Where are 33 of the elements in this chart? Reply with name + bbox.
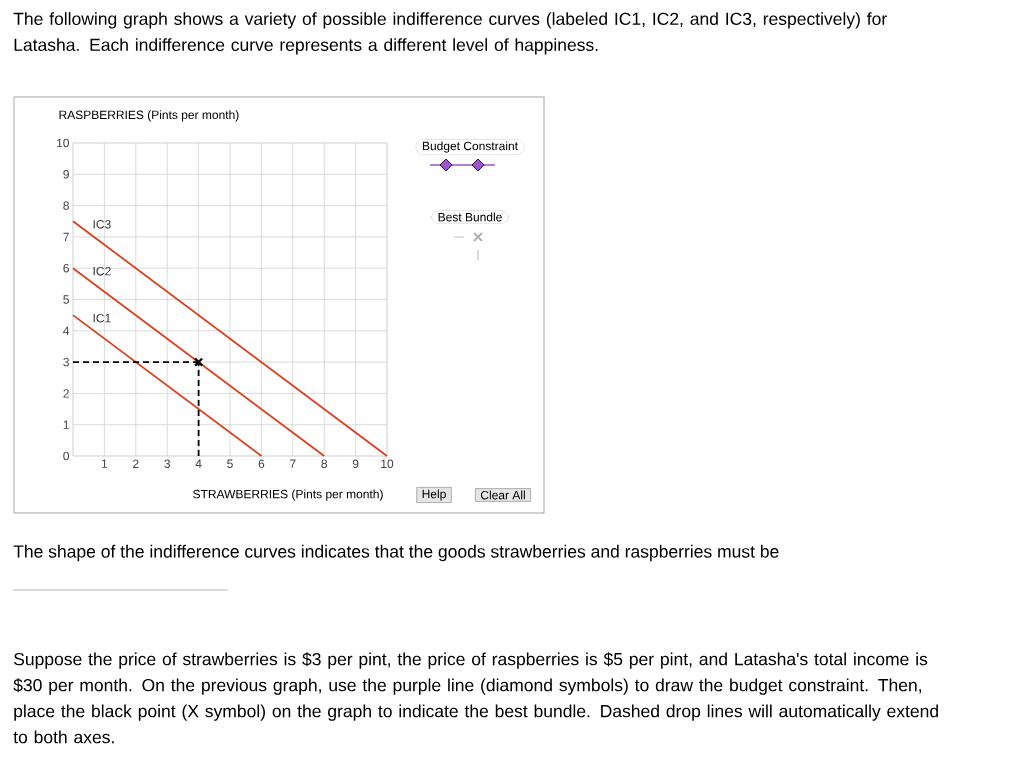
y-tick-label: 1 [63,420,69,429]
x-tick-label: 2 [133,459,139,468]
x-tick-label: 4 [195,459,202,468]
y-tick-label: 6 [63,263,69,273]
y-tick-label: 10 [57,138,69,148]
x-tick-label: 9 [352,459,359,469]
series-label: IC1 [93,313,111,323]
x-tick-label: 10 [381,459,394,469]
x-tick-label: 7 [290,459,296,468]
series-label: IC2 [93,266,111,276]
x-axis-title: STRAWBERRIES (Pints per month) [193,489,383,501]
y-tick-label: 0 [63,451,70,461]
text: Suppose the price of strawberries is $3 per pint, the price of raspberries is $5 per pint, and Latasha's total income is $30 per month. On the previous graph, use the purple line (diamond symbols) to draw the budget constraint. Then, place the black point (X symbol) on the graph to indicate the best bundle. Dashed drop lines will automatically extend to both axes. [13,652,938,744]
x-tick-label: 8 [321,459,328,469]
text: Budget Constraint [422,141,518,153]
y-tick-label: 7 [63,232,69,242]
text: Best Bundle [438,212,502,222]
y-tick-label: 9 [63,170,69,179]
text: The shape of the indifference curves indicates that the goods strawberries and raspberries must be [13,544,779,562]
y-tick-label: 5 [63,295,69,304]
y-axis-title: RASPBERRIES (Pints per month) [59,110,239,122]
text: The following graph shows a variety of possible indifference curves (labeled IC1, IC2, and IC3, respectively) for Latasha. Each indifference curve represents a different level of happiness. [13,12,887,55]
x-tick-label: 6 [258,459,265,469]
y-tick-label: 2 [63,389,69,398]
text: Clear All [480,490,525,500]
x-tick-label: 1 [101,459,108,468]
text: Help [422,489,446,501]
series-label: IC3 [93,220,111,229]
y-tick-label: 8 [63,201,69,210]
x-tick-label: 5 [227,459,233,468]
y-tick-label: 4 [63,326,70,335]
x-tick-label: 3 [164,459,171,469]
y-tick-label: 3 [63,357,69,367]
